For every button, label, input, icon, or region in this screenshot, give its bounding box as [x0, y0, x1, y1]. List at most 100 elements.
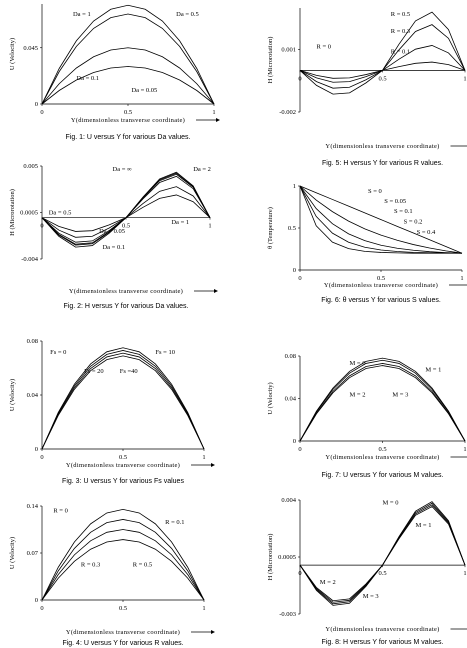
- series-label: R = 0: [53, 508, 68, 515]
- x-tick-label: 0: [298, 446, 301, 453]
- line-series: [41, 172, 211, 245]
- caption: Fig. 6: θ versus Y for various S values.: [321, 297, 441, 304]
- line-series: [299, 357, 466, 442]
- line-series: [41, 519, 205, 601]
- series-label: M = 0: [350, 360, 366, 367]
- line-series: [41, 355, 205, 450]
- line-series: [299, 185, 463, 254]
- x-axis-label: Y(dimensionless transverse coordinate): [69, 288, 183, 295]
- line-series: [41, 4, 215, 105]
- x-tick-label: 0: [40, 109, 43, 116]
- y-axis-label: θ (Temperature): [267, 207, 274, 249]
- x-tick-label: 0: [298, 275, 301, 282]
- caption: Fig. 2: H versus Y for various Da values…: [63, 303, 188, 310]
- x-tick-label: 0.5: [119, 454, 127, 461]
- line-series: [41, 347, 205, 450]
- y-tick-label: 0.04: [285, 396, 297, 403]
- x-axis-arrowhead: [211, 630, 215, 634]
- series-label: S = 0.1: [394, 208, 413, 215]
- y-tick-label: 0.0005: [20, 210, 38, 217]
- series-label: R = 0.1: [165, 519, 184, 526]
- series-label: Da = 0.1: [102, 244, 125, 251]
- y-tick-label: 0: [35, 101, 38, 108]
- series-label: Da = 0.05: [131, 87, 157, 94]
- series-label: Da = 2: [193, 166, 211, 173]
- y-axis-label: H (Microrotation): [9, 189, 16, 236]
- series-label: Da = 0.1: [76, 75, 99, 82]
- caption: Fig. 5: H versus Y for various R values.: [322, 160, 443, 167]
- series-label: Fs = 0: [50, 349, 66, 356]
- series-label: Da = 1: [171, 219, 189, 226]
- line-series: [299, 359, 466, 442]
- series-label: M = 1: [416, 522, 432, 529]
- series-label: S = 0.4: [417, 229, 436, 236]
- y-tick-label: 0.04: [27, 392, 39, 399]
- y-tick-label: 0: [35, 597, 38, 604]
- series-label: Fs = 20: [84, 368, 104, 375]
- x-tick-label: 1: [463, 570, 466, 577]
- x-axis-label: Y(dimensionless transverse coordinate): [71, 117, 185, 124]
- x-tick-label: 0: [40, 454, 43, 461]
- line-series: [299, 365, 466, 442]
- y-tick-label: 0.14: [27, 503, 39, 510]
- y-tick-label: -0.002: [279, 109, 296, 116]
- y-tick-label: 0.0005: [278, 554, 296, 561]
- series-label: Da = 1: [73, 11, 91, 18]
- y-tick-label: 0.5: [288, 225, 296, 232]
- x-tick-label: 0.5: [378, 75, 386, 82]
- series-label: M = 2: [320, 579, 336, 586]
- line-series: [299, 185, 462, 254]
- line-series: [41, 508, 205, 601]
- line-series: [299, 61, 466, 95]
- x-axis-label: Y(dimensionless transverse coordinate): [325, 143, 439, 150]
- line-series: [41, 352, 205, 450]
- line-series: [299, 502, 466, 605]
- series-label: R = 0.5: [391, 11, 410, 18]
- series-label: R = 0.5: [133, 561, 152, 568]
- line-series: [41, 539, 205, 601]
- x-tick-label: 0.5: [122, 223, 130, 230]
- y-tick-label: 0: [35, 446, 38, 453]
- y-tick-label: -0.003: [279, 611, 296, 618]
- x-axis-arrowhead: [211, 463, 215, 467]
- x-tick-label: 0.5: [377, 275, 385, 282]
- y-axis-label: U (Velocity): [267, 382, 274, 414]
- series-label: M = 2: [350, 391, 366, 398]
- y-tick-label: -0.004: [21, 256, 39, 263]
- series-label: Da = 0.5: [49, 210, 72, 217]
- x-tick-label: 1: [202, 454, 205, 461]
- series-label: M = 0: [383, 499, 399, 506]
- line-series: [299, 504, 466, 603]
- x-axis-arrowhead: [216, 118, 220, 122]
- series-label: S = 0: [368, 188, 382, 195]
- y-tick-label: 0.08: [285, 353, 296, 360]
- line-series: [299, 506, 466, 602]
- line-series: [41, 13, 215, 105]
- x-tick-label: 0.5: [119, 605, 127, 612]
- series-label: R = 0.3: [391, 28, 410, 35]
- x-tick-label: 1: [208, 223, 211, 230]
- series-label: Da = ∞: [113, 166, 132, 173]
- line-series: [41, 66, 215, 105]
- x-axis-label: Y(dimensionless transverse coordinate): [325, 626, 439, 633]
- caption: Fig. 1: U versus Y for various Da values…: [65, 134, 190, 141]
- x-tick-label: 1: [212, 109, 215, 116]
- caption: Fig. 8: H versus Y for various M values.: [322, 639, 444, 646]
- x-tick-label: 1: [460, 275, 463, 282]
- x-tick-label: 0.5: [124, 109, 132, 116]
- series-label: R = 0.3: [81, 561, 100, 568]
- x-tick-label: 0: [40, 605, 43, 612]
- y-tick-label: 0: [293, 438, 296, 445]
- y-tick-label: 0: [293, 267, 296, 274]
- series-label: Fs =40: [120, 368, 138, 375]
- y-axis-label: U (Velocity): [9, 537, 16, 569]
- y-tick-label: 0.001: [281, 47, 296, 54]
- x-tick-label: 0: [298, 75, 301, 82]
- series-label: R = 0: [317, 43, 332, 50]
- x-axis-label: Y(dimensionless transverse coordinate): [66, 629, 180, 636]
- y-tick-label: 1: [293, 183, 296, 190]
- x-tick-label: 1: [202, 605, 205, 612]
- x-tick-label: 0: [298, 570, 301, 577]
- y-tick-label: 0.07: [27, 550, 39, 557]
